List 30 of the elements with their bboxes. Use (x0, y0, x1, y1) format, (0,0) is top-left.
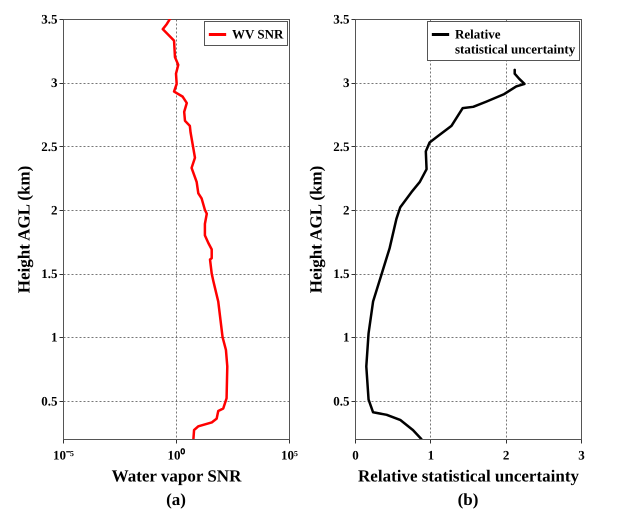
y-axis-title: Height AGL (km) (14, 166, 34, 294)
y-tick-label: 3 (343, 75, 350, 90)
y-axis-title: Height AGL (km) (306, 166, 326, 294)
y-tick-label: 2.5 (41, 138, 58, 154)
x-tick-label: 10⁰ (168, 448, 186, 462)
x-tick-label: 2 (502, 448, 510, 462)
y-tick-label: 1 (343, 330, 350, 345)
x-axis-title: Water vapor SNR (112, 466, 242, 486)
y-tick-label: 2.5 (333, 138, 350, 154)
y-tick-label: 3 (51, 75, 58, 90)
x-tick-label: 3 (578, 448, 586, 462)
y-tick-label: 3.5 (41, 12, 58, 26)
x-tick-label: 0 (352, 448, 359, 462)
y-tick-label: 2 (51, 202, 58, 218)
y-tick-label: 1.5 (333, 266, 350, 282)
y-tick-label: 1 (51, 330, 58, 345)
x-tick-label: 10⁵ (281, 448, 298, 462)
y-tick-label: 3.5 (333, 12, 350, 26)
legend-label: WV SNR (232, 26, 284, 42)
y-tick-label: 1.5 (41, 266, 58, 282)
y-tick-label: 2 (343, 202, 350, 218)
line-series (365, 68, 526, 439)
legend-label: Relative statistical uncertainty (455, 26, 576, 56)
x-tick-label: 10⁻⁵ (53, 448, 74, 462)
y-tick-label: 0.5 (41, 393, 58, 408)
x-axis-title: Relative statistical uncertainty (358, 466, 580, 486)
x-tick-label: 1 (428, 448, 434, 462)
y-tick-label: 0.5 (333, 393, 350, 408)
text: (a) (166, 490, 186, 509)
text: (b) (458, 490, 478, 509)
